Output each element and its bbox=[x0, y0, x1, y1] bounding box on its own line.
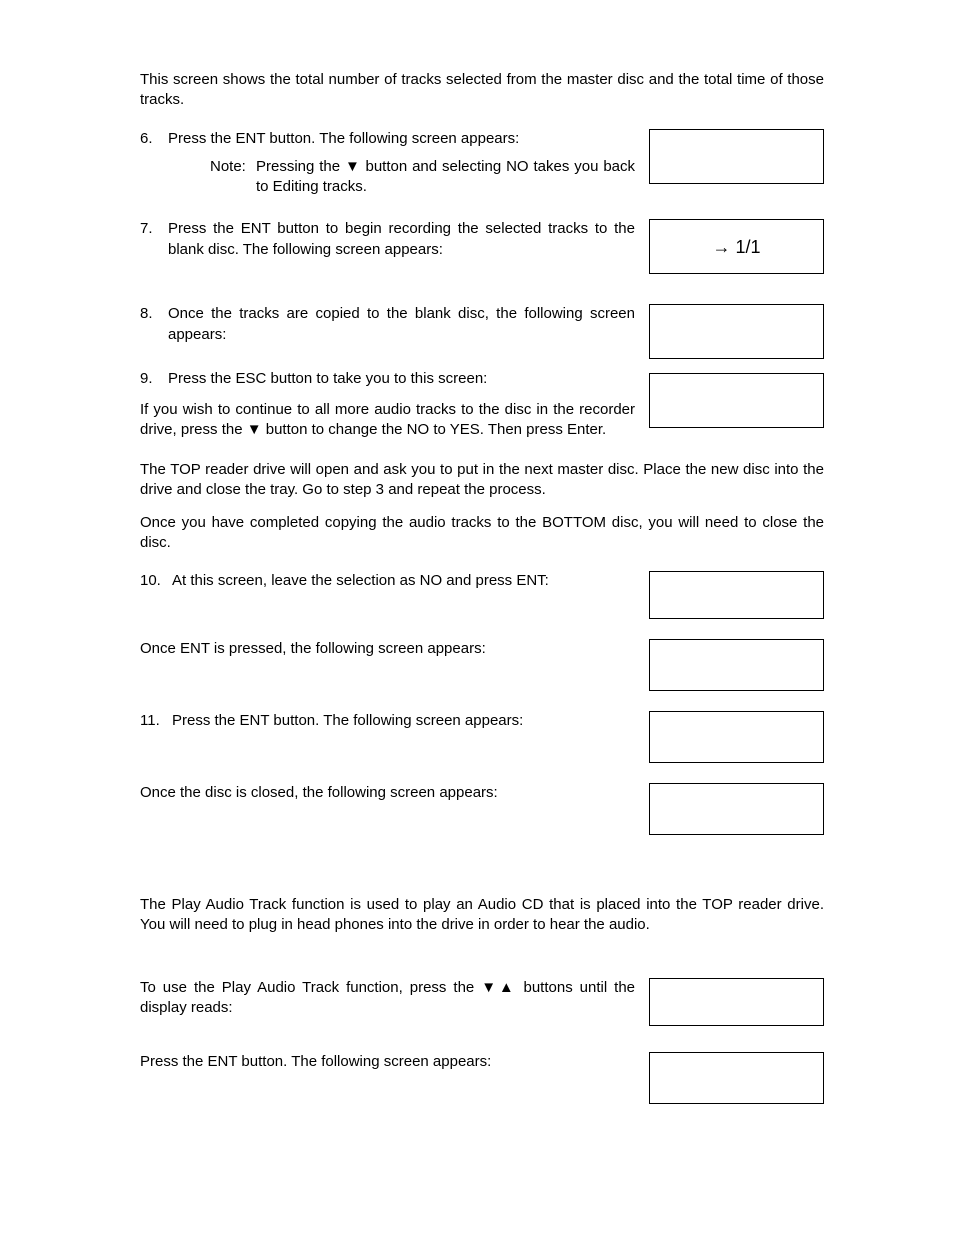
press-ent-row: Press the ENT button. The following scre… bbox=[140, 1052, 824, 1104]
step-9-row: 9. Press the ESC button to take you to t… bbox=[140, 369, 824, 440]
step-6-number: 6. bbox=[140, 129, 168, 149]
once-closed-text: Once the disc is closed, the following s… bbox=[140, 783, 649, 803]
step-7-number: 7. bbox=[140, 219, 168, 239]
step-9-col: 9. Press the ESC button to take you to t… bbox=[140, 369, 649, 440]
press-ent-text: Press the ENT button. The following scre… bbox=[140, 1052, 649, 1072]
once-ent-text: Once ENT is pressed, the following scree… bbox=[140, 639, 649, 659]
step-8-number: 8. bbox=[140, 304, 168, 324]
intro-paragraph: This screen shows the total number of tr… bbox=[140, 70, 824, 111]
step-11-row: 11. Press the ENT button. The following … bbox=[140, 711, 824, 763]
step-9-number: 9. bbox=[140, 369, 168, 389]
once-closed-row: Once the disc is closed, the following s… bbox=[140, 783, 824, 835]
screen-7-content: → 1/1 bbox=[712, 235, 760, 259]
step-10-text: At this screen, leave the selection as N… bbox=[172, 571, 635, 591]
screen-box-8 bbox=[649, 304, 824, 359]
step-8-row: 8. Once the tracks are copied to the bla… bbox=[140, 304, 824, 359]
step-8-text: Once the tracks are copied to the blank … bbox=[168, 304, 649, 345]
to-use-row: To use the Play Audio Track function, pr… bbox=[140, 978, 824, 1026]
screen-box-press-ent bbox=[649, 1052, 824, 1104]
once-completed-paragraph: Once you have completed copying the audi… bbox=[140, 513, 824, 554]
screen-box-use bbox=[649, 978, 824, 1026]
screen-box-9 bbox=[649, 373, 824, 428]
screen-box-11 bbox=[649, 711, 824, 763]
step-7-row: 7. Press the ENT button to begin recordi… bbox=[140, 219, 824, 274]
document-page: This screen shows the total number of tr… bbox=[0, 0, 954, 1235]
screen-box-7: → 1/1 bbox=[649, 219, 824, 274]
step-10-row: 10. At this screen, leave the selection … bbox=[140, 571, 824, 619]
step-7-text: Press the ENT button to begin recording … bbox=[168, 219, 649, 260]
step-11-text: Press the ENT button. The following scre… bbox=[172, 711, 635, 731]
note-label: Note: bbox=[210, 157, 256, 198]
step-9-text: Press the ESC button to take you to this… bbox=[168, 369, 635, 389]
step-10-number: 10. bbox=[140, 571, 172, 591]
step-6-row: 6. Press the ENT button. The following s… bbox=[140, 129, 824, 198]
step-6-note: Note: Pressing the ▼ button and selectin… bbox=[168, 157, 635, 198]
screen-box-closed bbox=[649, 783, 824, 835]
step-11-number: 11. bbox=[140, 711, 172, 731]
screen-box-ent bbox=[649, 639, 824, 691]
to-use-text: To use the Play Audio Track function, pr… bbox=[140, 978, 649, 1019]
step-6-text: Press the ENT button. The following scre… bbox=[168, 129, 635, 149]
step-6-body: Press the ENT button. The following scre… bbox=[168, 129, 649, 198]
screen-box-10 bbox=[649, 571, 824, 619]
note-text: Pressing the ▼ button and selecting NO t… bbox=[256, 157, 635, 198]
screen-box-6 bbox=[649, 129, 824, 184]
continue-paragraph: If you wish to continue to all more audi… bbox=[140, 400, 635, 441]
top-reader-paragraph: The TOP reader drive will open and ask y… bbox=[140, 460, 824, 501]
once-ent-row: Once ENT is pressed, the following scree… bbox=[140, 639, 824, 691]
play-audio-paragraph: The Play Audio Track function is used to… bbox=[140, 895, 824, 936]
